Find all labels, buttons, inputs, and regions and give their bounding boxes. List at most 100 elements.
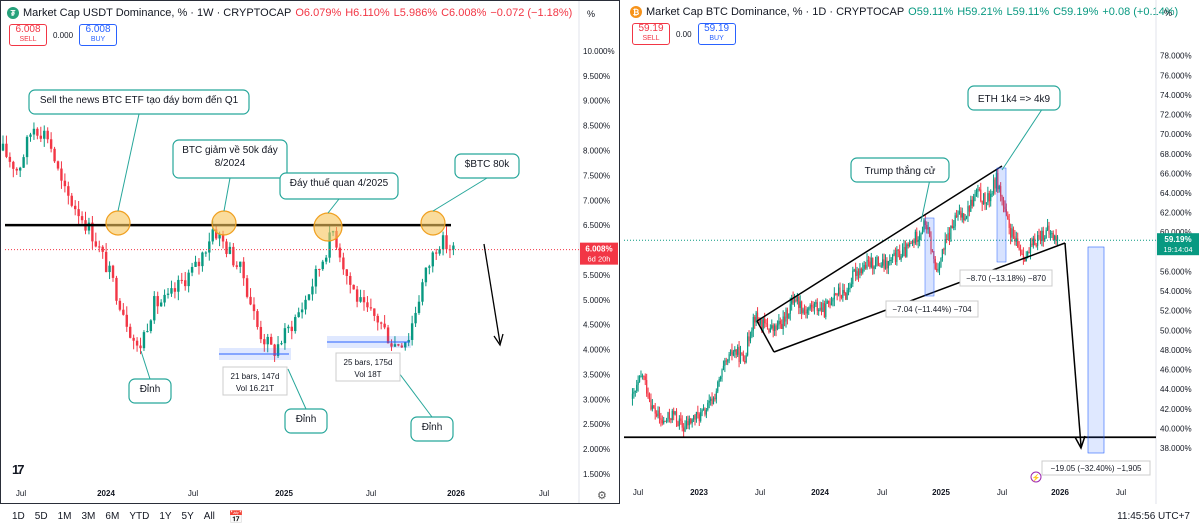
right-trade-buttons: 59.19 SELL 0.00 59.19 BUY [632,23,736,45]
range-button-3m[interactable]: 3M [81,511,96,522]
candle-body [843,289,845,294]
candle-body [77,209,80,217]
candle-body [876,257,878,260]
candle-body [742,354,744,361]
candle-body [809,304,811,309]
candle-body [283,328,287,344]
right-buy-price: 59.19 [704,23,730,34]
range-button-1d[interactable]: 1D [12,511,25,522]
candle-body [1011,228,1013,238]
range-button-ytd[interactable]: YTD [129,511,150,522]
y-tick-label: 8.500% [583,122,610,131]
candle-body [964,218,966,220]
callout-tariff [279,172,399,200]
y-tick-label: 38.000% [1160,444,1192,453]
range-button-all[interactable]: All [203,511,215,522]
candle-body [883,259,885,269]
candle-body [1056,236,1059,241]
y-tick-label: 66.000% [1160,169,1192,178]
candle-body [668,412,671,419]
candle-body [87,222,91,231]
usdt-dominance-chart-panel: ₮ Market Cap USDT Dominance, % · 1W · CR… [0,0,620,504]
calendar-icon[interactable]: 📅 [228,509,244,524]
candle-body [919,234,921,241]
left-ohlc-high: H6.110% [345,7,390,19]
candle-body [362,297,366,303]
candle-body [338,247,342,258]
x-tick-label: 2026 [1051,488,1069,497]
left-sell-button[interactable]: 6.008 SELL [9,24,47,46]
candle-body [18,167,22,171]
date-range-buttons: 1D 5D 1M 3M 6M YTD 1Y 5Y All [0,511,215,522]
candle-body [1,143,5,151]
left-chart-title[interactable]: Market Cap USDT Dominance, % · 1W · CRYP… [23,7,292,19]
candle-body [930,236,932,251]
y-tick-label: 56.000% [1160,267,1192,276]
candle-body [135,340,139,346]
measure-label-target: −19.05 (−32.40%) −1,905 [1051,464,1143,473]
candle-body [211,229,214,242]
candle-body [173,288,177,292]
candle-body [383,323,386,328]
candle-body [56,161,60,169]
candle-body [882,259,884,266]
candle-body [872,257,874,269]
candle-body [1049,233,1052,235]
candle-body [648,397,651,401]
candle-body [146,331,149,333]
left-buy-button[interactable]: 6.008 BUY [79,24,118,46]
candle-body [783,316,786,322]
candle-body [759,319,762,324]
candle-body [12,161,15,169]
right-sell-button[interactable]: 59.19 SELL [632,23,670,45]
x-tick-label: 2026 [447,489,465,498]
callout-dinh-1 [128,378,172,404]
candle-body [692,415,695,420]
candle-body [857,271,860,276]
range-button-6m[interactable]: 6M [105,511,120,522]
range-button-1y[interactable]: 1Y [159,511,172,522]
candle-body [1039,235,1042,241]
candle-body [366,302,369,308]
candle-body [142,332,146,349]
range-button-5d[interactable]: 5D [34,511,48,522]
candle-body [958,211,961,214]
candle-body [22,157,25,168]
candle-body [1046,225,1049,231]
event-marker-glyph: ⚡ [1032,473,1041,482]
x-tick-label: Jul [539,489,549,498]
candle-body [836,294,838,296]
candle-body [307,294,311,300]
candle-body [862,269,864,274]
candle-body [873,266,875,269]
right-buy-button[interactable]: 59.19 BUY [697,23,736,45]
candle-body [825,303,827,317]
range-button-5y[interactable]: 5Y [181,511,194,522]
right-chart-title[interactable]: Market Cap BTC Dominance, % · 1D · CRYPT… [646,6,905,18]
candle-body [985,202,988,204]
range-button-1m[interactable]: 1M [57,511,72,522]
highlight-circle [420,210,446,236]
candle-body [1027,251,1029,257]
candle-body [992,179,995,194]
candle-body [674,411,676,415]
y-tick-label: 3.000% [583,395,610,404]
candle-body [177,279,180,292]
candle-body [393,344,397,347]
y-tick-label: 4.500% [583,321,610,330]
clock[interactable]: 11:45:56 UTC+7 [1117,511,1190,522]
candle-body [731,349,733,356]
candle-body [904,247,907,257]
left-settings-icon[interactable]: ⚙ [597,490,607,502]
candle-body [637,381,639,385]
x-tick-label: Jul [366,489,376,498]
candle-body [950,225,952,240]
candle-body [756,312,759,320]
candle-body [218,233,221,239]
y-tick-label: 2.500% [583,420,610,429]
candle-body [452,245,455,250]
candle-body [755,312,757,323]
candle-body [967,206,969,217]
right-chart-canvas[interactable]: 78.000% 76.000% 74.000% 72.000% 70.000% 68.00… [624,0,1200,504]
left-chart-canvas[interactable]: 10.000% 9.500% 9.000% 8.500% 8.000% 7.500% 7.0… [1,1,619,503]
